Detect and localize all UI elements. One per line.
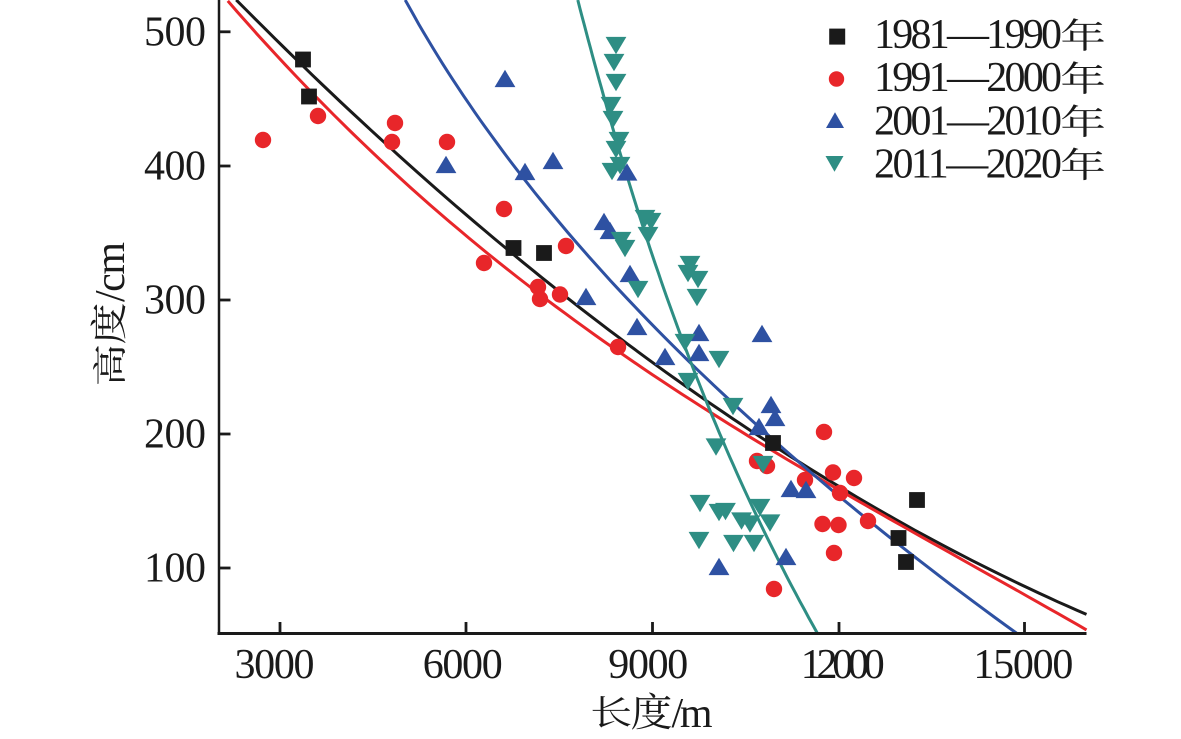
- svg-text:3000: 3000: [235, 642, 315, 688]
- svg-text:2001—2010: 2001—2010: [874, 98, 1062, 144]
- svg-text:100: 100: [144, 546, 206, 592]
- svg-text:1991—2000: 1991—2000: [874, 55, 1062, 101]
- svg-text:300: 300: [144, 278, 206, 324]
- svg-text:2011—2020: 2011—2020: [874, 141, 1062, 187]
- svg-text:/m: /m: [672, 691, 713, 737]
- svg-text:400: 400: [144, 144, 206, 190]
- svg-text:15000: 15000: [973, 642, 1073, 688]
- svg-text:/cm: /cm: [88, 242, 134, 302]
- svg-text:200: 200: [144, 412, 206, 458]
- svg-text:9000: 9000: [608, 642, 688, 688]
- svg-text:500: 500: [144, 9, 206, 55]
- svg-text:1981—1990: 1981—1990: [874, 12, 1062, 58]
- svg-text:6000: 6000: [423, 642, 503, 688]
- svg-text:12000: 12000: [801, 642, 885, 688]
